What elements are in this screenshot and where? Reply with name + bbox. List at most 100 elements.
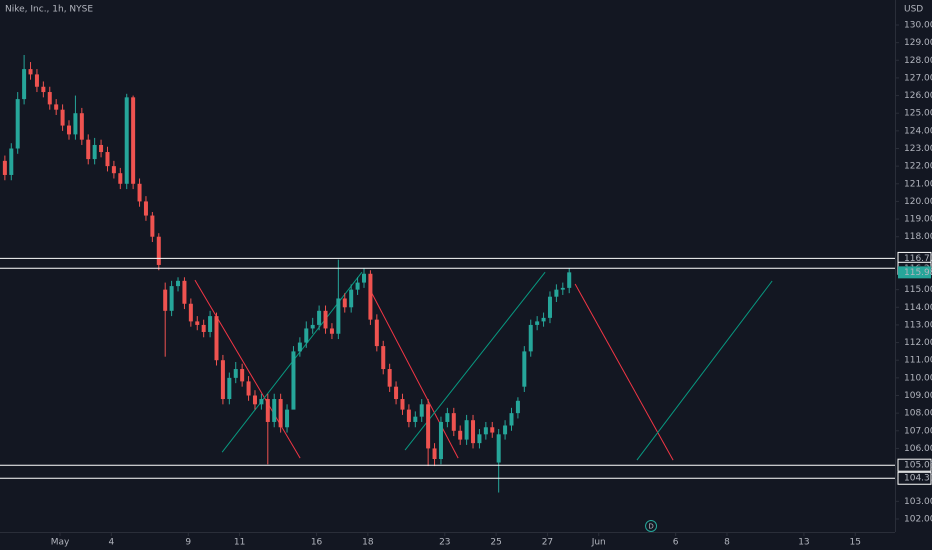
candle-body <box>528 324 533 352</box>
candle-body <box>445 413 450 422</box>
candle-body <box>426 404 431 449</box>
candle-body <box>41 86 46 93</box>
x-tick-label: 15 <box>850 538 861 548</box>
candle-body <box>483 427 488 435</box>
y-tick-label: 130.00 <box>904 21 932 31</box>
x-tick-label: 16 <box>311 538 323 548</box>
x-tick-label: 8 <box>724 538 730 548</box>
y-tick-label: 123.00 <box>904 144 932 154</box>
candle-body <box>400 399 405 410</box>
x-tick-label: Jun <box>591 538 606 548</box>
candle-body <box>374 319 379 347</box>
candle-body <box>259 399 264 405</box>
candle-body <box>329 328 334 334</box>
candle-body <box>317 310 322 325</box>
x-tick-label: 18 <box>362 538 374 548</box>
candle-body <box>362 273 367 283</box>
y-tick-label: 120.00 <box>904 197 932 207</box>
candle-body <box>278 399 283 428</box>
candle-body <box>394 386 399 400</box>
candle-body <box>432 448 437 460</box>
y-tick-label: 111.00 <box>904 356 932 366</box>
level-label: 105.05 <box>904 461 932 471</box>
candle-body <box>252 395 257 405</box>
trend-line <box>636 280 773 461</box>
candle-body <box>214 316 219 361</box>
candle-body <box>297 342 302 352</box>
candle-body <box>458 430 463 440</box>
candle-body <box>503 425 508 435</box>
candle-body <box>124 97 129 184</box>
y-tick-label: 110.00 <box>904 373 932 383</box>
candle-body <box>419 404 424 417</box>
candle-body <box>54 104 59 110</box>
candle-body <box>246 381 251 396</box>
candle-body <box>86 139 91 160</box>
y-tick-label: 121.00 <box>904 179 932 189</box>
candle-body <box>118 173 123 184</box>
y-tick-label: 109.00 <box>904 391 932 401</box>
candle-body <box>92 144 97 160</box>
candle-body <box>73 113 78 135</box>
y-tick-label: 127.00 <box>904 73 932 83</box>
candle-body <box>323 310 328 329</box>
y-tick-label: 106.00 <box>904 444 932 454</box>
y-tick-label: 107.00 <box>904 426 932 436</box>
y-tick-label: 108.00 <box>904 409 932 419</box>
dividend-label: D <box>648 523 653 531</box>
level-label: 116.77 <box>904 254 932 264</box>
candle-body <box>233 369 238 378</box>
candle-body <box>67 125 72 135</box>
x-tick-label: 4 <box>108 538 114 548</box>
y-tick-label: 112.00 <box>904 338 932 348</box>
candle-body <box>438 421 443 460</box>
candle-body <box>304 328 309 343</box>
candle-body <box>336 298 341 334</box>
candle-body <box>387 369 392 387</box>
candle-body <box>496 434 501 463</box>
candle-body <box>560 287 565 290</box>
candle-body <box>522 351 527 387</box>
candle-body <box>355 282 360 290</box>
candle-body <box>150 215 155 237</box>
x-tick-label: 13 <box>798 538 809 548</box>
candle-body <box>406 409 411 422</box>
y-tick-label: 122.00 <box>904 162 932 172</box>
candle-body <box>137 183 142 202</box>
x-tick-label: 9 <box>185 538 191 548</box>
candle-body <box>310 324 315 329</box>
y-tick-label: 119.00 <box>904 215 932 225</box>
candle-body <box>342 298 347 308</box>
candle-body <box>47 92 52 105</box>
candle-body <box>227 377 232 400</box>
trend-line <box>574 283 674 461</box>
candle-body <box>567 272 572 288</box>
x-tick-label: 11 <box>234 538 245 548</box>
candle-body <box>201 324 206 332</box>
candle-body <box>477 434 482 444</box>
y-tick-label: 118.00 <box>904 232 932 242</box>
y-tick-label: 115.00 <box>904 285 932 295</box>
candle-body <box>163 289 168 311</box>
candle-body <box>208 316 213 332</box>
candle-body <box>28 69 33 75</box>
candle-body <box>291 351 296 410</box>
x-tick-label: 27 <box>542 538 553 548</box>
candle-body <box>22 69 27 100</box>
x-tick-label: May <box>51 538 70 548</box>
currency-label: USD <box>904 5 923 15</box>
candle-body <box>265 399 270 422</box>
candle-body <box>451 413 456 431</box>
y-tick-label: 128.00 <box>904 56 932 66</box>
candle-body <box>413 416 418 422</box>
y-tick-label: 126.00 <box>904 91 932 101</box>
y-tick-label: 114.00 <box>904 303 932 313</box>
candle-body <box>464 420 469 440</box>
candle-body <box>535 321 540 325</box>
trend-line <box>369 289 459 459</box>
trend-line <box>194 279 301 459</box>
candle-body <box>368 273 373 320</box>
candle-body <box>111 166 116 174</box>
candle-body <box>182 280 187 304</box>
